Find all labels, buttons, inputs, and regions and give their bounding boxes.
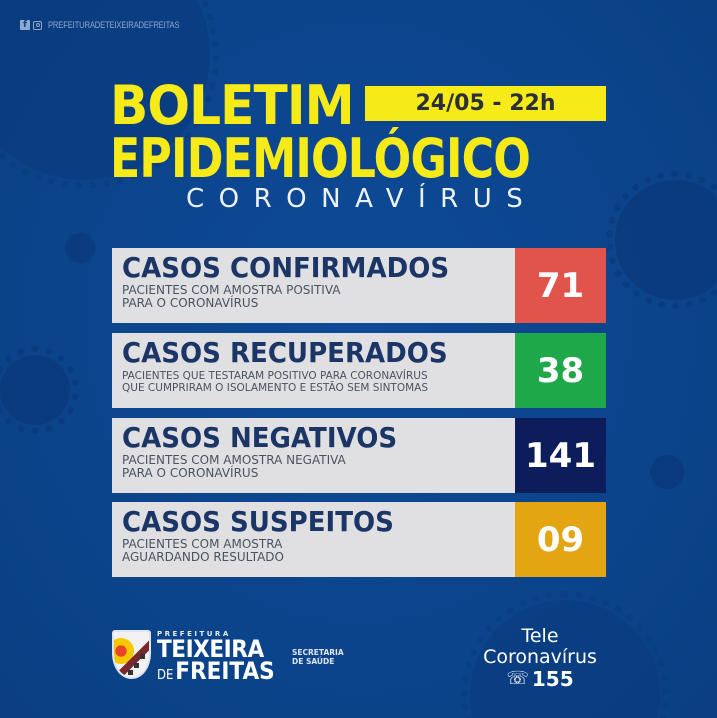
social-header: f PREFEITURADETEIXEIRADEFREITAS — [20, 20, 203, 30]
secretaria-label: SECRETARIA DE SAÚDE — [292, 648, 344, 666]
logo-de: DE — [157, 668, 174, 683]
virus-decoration — [650, 455, 684, 489]
card-desc-line: QUE CUMPRIRAM O ISOLAMENTO E ESTÃO SEM S… — [122, 382, 429, 394]
card-negativos: CASOS NEGATIVOS PACIENTES COM AMOSTRA NE… — [112, 418, 606, 493]
logo-prefix: PREFEITURA — [157, 630, 231, 638]
card-desc-line: PARA O CORONAVÍRUS — [122, 296, 259, 310]
logo-teixeira: TEIXEIRA — [157, 635, 264, 663]
card-desc-line: PACIENTES COM AMOSTRA — [122, 537, 283, 551]
card-value: 71 — [515, 248, 606, 323]
card-title: CASOS NEGATIVOS — [122, 421, 398, 454]
card-title: CASOS CONFIRMADOS — [122, 251, 450, 284]
card-description: PACIENTES COM AMOSTRA AGUARDANDO RESULTA… — [122, 538, 284, 564]
card-description: PACIENTES COM AMOSTRA NEGATIVA PARA O CO… — [122, 454, 346, 480]
tele-number-row: ☏ 155 — [470, 668, 610, 690]
date-badge: 24/05 - 22h — [365, 86, 606, 121]
shield-dot — [128, 670, 133, 675]
phone-number: 155 — [531, 667, 574, 691]
date-text: 24/05 - 22h — [415, 90, 556, 116]
card-confirmados: CASOS CONFIRMADOS PACIENTES COM AMOSTRA … — [112, 248, 606, 323]
card-desc-line: PACIENTES COM AMOSTRA POSITIVA — [122, 283, 341, 297]
card-desc-line: PACIENTES QUE TESTARAM POSITIVO PARA COR… — [122, 370, 428, 382]
shield-dot — [140, 654, 145, 659]
prefeitura-logo: PREFEITURA TEIXEIRA DE FREITAS — [112, 630, 288, 687]
tele-coronavirus: Tele Coronavírus ☏ 155 — [470, 625, 610, 691]
card-description: PACIENTES QUE TESTARAM POSITIVO PARA COR… — [122, 370, 428, 394]
shield-dot — [134, 663, 139, 668]
card-value: 141 — [515, 418, 606, 493]
logo-freitas: FREITAS — [175, 657, 275, 685]
secretaria-line: SECRETARIA — [292, 648, 344, 657]
card-body: CASOS RECUPERADOS PACIENTES QUE TESTARAM… — [112, 333, 515, 408]
virus-decoration — [461, 591, 669, 718]
card-value: 09 — [515, 502, 606, 577]
card-suspeitos: CASOS SUSPEITOS PACIENTES COM AMOSTRA AG… — [112, 502, 606, 577]
card-body: CASOS SUSPEITOS PACIENTES COM AMOSTRA AG… — [112, 502, 515, 577]
card-value: 38 — [515, 333, 606, 408]
telephone-icon: ☏ — [506, 668, 529, 689]
title-epidemiologico: EPIDEMIOLÓGICO — [110, 127, 531, 190]
card-recuperados: CASOS RECUPERADOS PACIENTES QUE TESTARAM… — [112, 333, 606, 408]
title-boletim: BOLETIM — [110, 74, 355, 137]
card-desc-line: AGUARDANDO RESULTADO — [122, 550, 284, 564]
card-title: CASOS RECUPERADOS — [122, 336, 448, 369]
card-body: CASOS NEGATIVOS PACIENTES COM AMOSTRA NE… — [112, 418, 515, 493]
card-desc-line: PARA O CORONAVÍRUS — [122, 466, 259, 480]
social-handle: PREFEITURADETEIXEIRADEFREITAS — [48, 20, 180, 30]
subtitle-coronavirus: CORONAVÍRUS — [186, 184, 538, 214]
card-title: CASOS SUSPEITOS — [122, 505, 394, 538]
secretaria-line: DE SAÚDE — [292, 657, 335, 666]
card-desc-line: PACIENTES COM AMOSTRA NEGATIVA — [122, 453, 346, 467]
tele-line2: Coronavírus — [483, 646, 597, 668]
instagram-icon — [33, 20, 42, 30]
logo-wordmark: PREFEITURA TEIXEIRA DE FREITAS — [157, 630, 288, 687]
card-description: PACIENTES COM AMOSTRA POSITIVA PARA O CO… — [122, 284, 340, 310]
virus-decoration — [0, 346, 79, 434]
tele-line1: Tele — [521, 625, 559, 647]
virus-decoration — [606, 171, 717, 309]
virus-decoration — [65, 233, 95, 263]
facebook-icon: f — [20, 20, 30, 30]
coat-of-arms-icon — [112, 630, 151, 679]
sun-shape — [114, 638, 134, 664]
card-body: CASOS CONFIRMADOS PACIENTES COM AMOSTRA … — [112, 248, 515, 323]
logo-row2: DE FREITAS — [157, 657, 275, 687]
